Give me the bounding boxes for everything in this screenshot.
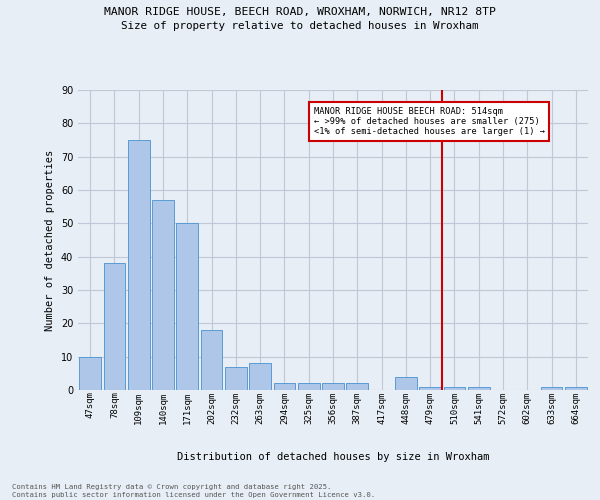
Y-axis label: Number of detached properties: Number of detached properties [45,150,55,330]
Text: MANOR RIDGE HOUSE, BEECH ROAD, WROXHAM, NORWICH, NR12 8TP: MANOR RIDGE HOUSE, BEECH ROAD, WROXHAM, … [104,8,496,18]
Bar [346,384,368,390]
Bar [468,386,490,390]
Bar [419,386,441,390]
Bar [322,384,344,390]
Bar [565,386,587,390]
Text: MANOR RIDGE HOUSE BEECH ROAD: 514sqm
← >99% of detached houses are smaller (275): MANOR RIDGE HOUSE BEECH ROAD: 514sqm ← >… [314,106,545,136]
Text: Contains HM Land Registry data © Crown copyright and database right 2025.
Contai: Contains HM Land Registry data © Crown c… [12,484,375,498]
Text: Distribution of detached houses by size in Wroxham: Distribution of detached houses by size … [177,452,489,462]
Bar [225,366,247,390]
Bar [541,386,562,390]
Bar [443,386,466,390]
Bar [274,384,295,390]
Bar [128,140,149,390]
Text: Size of property relative to detached houses in Wroxham: Size of property relative to detached ho… [121,21,479,31]
Bar [152,200,174,390]
Bar [298,384,320,390]
Bar [79,356,101,390]
Bar [395,376,417,390]
Bar [249,364,271,390]
Bar [176,224,198,390]
Bar [104,264,125,390]
Bar [200,330,223,390]
